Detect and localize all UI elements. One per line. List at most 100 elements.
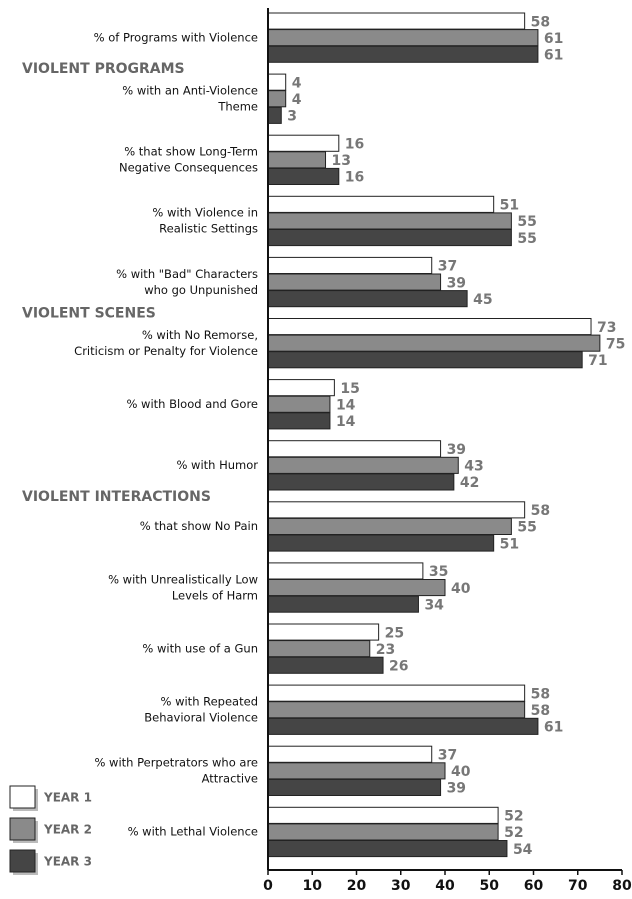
value-label: 52 (504, 809, 523, 825)
value-label: 71 (588, 353, 607, 369)
value-label: 15 (340, 381, 359, 397)
category-label: who go Unpunished (144, 283, 258, 297)
value-label: 58 (531, 503, 550, 519)
value-label: 37 (438, 748, 457, 764)
bar (267, 517, 512, 536)
bar (267, 334, 601, 352)
section-title: VIOLENT INTERACTIONS (22, 489, 211, 505)
x-tick-label: 20 (347, 878, 367, 894)
bar (267, 823, 499, 841)
x-tick-label: 50 (480, 878, 500, 894)
value-label: 4 (292, 75, 302, 91)
category-label: Levels of Harm (172, 588, 258, 602)
value-label: 61 (544, 48, 563, 64)
value-label: 23 (376, 642, 395, 658)
bar (267, 701, 526, 719)
category-label: % with Lethal Violence (128, 825, 258, 839)
value-label: 45 (473, 292, 492, 308)
category-label: % with use of a Gun (142, 641, 258, 655)
category-label: Realistic Settings (159, 222, 258, 236)
legend-swatch (9, 785, 36, 809)
value-label: 37 (438, 259, 457, 275)
value-label: 35 (429, 564, 448, 580)
value-label: 13 (332, 153, 351, 169)
legend-swatch (9, 817, 36, 841)
value-label: 55 (517, 231, 536, 247)
category-label: % with Unrealistically Low (108, 572, 258, 586)
legend-label: YEAR 2 (43, 823, 92, 837)
bar (267, 456, 459, 474)
category-label: % with "Bad" Characters (116, 267, 258, 281)
value-label: 16 (345, 137, 364, 153)
value-label: 39 (447, 442, 466, 458)
bar (267, 806, 499, 824)
section-title: VIOLENT PROGRAMS (22, 61, 185, 77)
category-label: % with an Anti-Violence (122, 84, 258, 98)
bar (267, 273, 442, 291)
bar (267, 762, 446, 780)
value-label: 55 (517, 520, 536, 536)
bar (267, 151, 327, 169)
bar (267, 440, 442, 458)
value-label: 54 (513, 842, 533, 858)
category-label: Theme (217, 100, 258, 114)
legend-swatch (9, 849, 36, 873)
value-label: 43 (464, 459, 483, 475)
x-tick-label: 30 (391, 878, 411, 894)
value-label: 34 (424, 597, 444, 613)
bar (267, 212, 512, 230)
bar (267, 229, 512, 247)
bar (267, 90, 287, 108)
value-label: 52 (504, 825, 523, 841)
value-label: 58 (531, 14, 550, 30)
bar (267, 684, 526, 702)
category-label: Negative Consequences (119, 161, 258, 175)
value-label: 51 (500, 536, 519, 552)
category-label: % with Humor (176, 458, 258, 472)
bar (267, 167, 340, 185)
bar (267, 12, 526, 30)
bar (267, 534, 495, 552)
value-label: 73 (597, 320, 616, 336)
x-tick-label: 70 (568, 878, 588, 894)
legend-label: YEAR 1 (43, 791, 92, 805)
bar (267, 623, 380, 641)
value-label: 61 (544, 31, 563, 47)
bar (267, 640, 371, 658)
bar (267, 379, 335, 397)
value-label: 58 (531, 686, 550, 702)
legend-label: YEAR 3 (43, 855, 92, 869)
x-tick-label: 60 (524, 878, 544, 894)
bar (267, 395, 331, 413)
value-label: 51 (500, 198, 519, 214)
category-label: % that show No Pain (140, 519, 258, 533)
category-label: Criticism or Penalty for Violence (74, 344, 258, 358)
value-label: 25 (385, 625, 404, 641)
value-label: 39 (447, 275, 466, 291)
category-label: % with No Remorse, (142, 328, 258, 342)
category-label: Attractive (202, 772, 258, 786)
value-label: 40 (451, 764, 471, 780)
x-tick-label: 10 (303, 878, 323, 894)
bar (267, 290, 468, 308)
bar (267, 579, 446, 597)
bar (267, 778, 442, 797)
bar (267, 473, 455, 491)
category-label: % with Perpetrators who are (94, 756, 258, 770)
value-label: 4 (292, 92, 302, 108)
x-tick-label: 80 (612, 878, 632, 894)
category-label: % with Violence in (152, 206, 258, 220)
category-label: % that show Long-Term (124, 145, 258, 159)
bar (267, 656, 384, 674)
bar (267, 595, 419, 613)
section-title: VIOLENT SCENES (22, 306, 156, 322)
bar (267, 745, 433, 763)
value-label: 58 (531, 703, 550, 719)
value-label: 42 (460, 475, 479, 491)
x-tick-label: 0 (263, 878, 273, 894)
bar (267, 412, 331, 430)
value-label: 40 (451, 581, 471, 597)
bar (267, 106, 282, 124)
bar (267, 29, 539, 47)
